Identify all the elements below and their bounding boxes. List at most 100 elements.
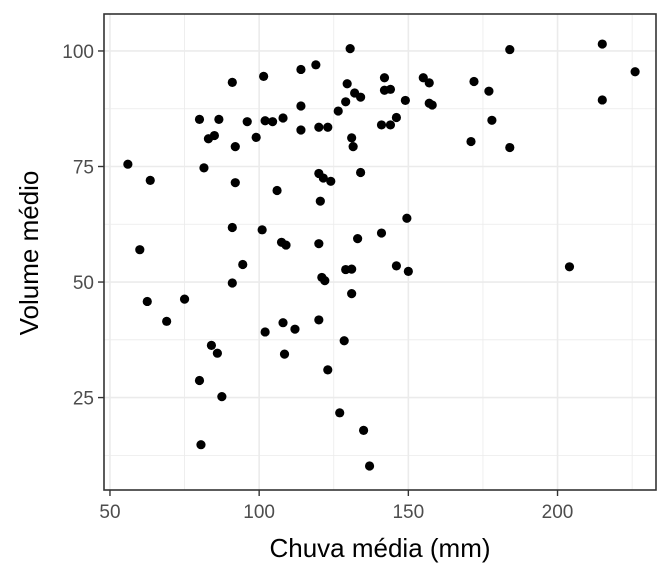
data-point <box>364 461 375 471</box>
data-point <box>339 336 349 346</box>
data-point <box>326 176 336 186</box>
data-point <box>391 261 402 271</box>
data-point <box>347 288 357 299</box>
x-tick-label: 200 <box>542 502 574 523</box>
data-point <box>335 408 345 418</box>
x-axis: 50 100 150 200 <box>99 490 573 523</box>
data-point <box>272 185 282 196</box>
data-point <box>278 318 288 328</box>
data-point <box>466 136 476 147</box>
major-gridlines <box>104 14 656 490</box>
y-tick-label: 100 <box>62 42 94 63</box>
data-point <box>418 73 428 83</box>
data-point <box>209 130 219 141</box>
data-point <box>230 178 240 188</box>
y-axis-title: Volume médio <box>14 171 44 336</box>
data-point <box>630 67 640 77</box>
data-point <box>194 114 205 124</box>
data-point <box>356 167 366 178</box>
data-point <box>279 349 290 359</box>
data-point <box>145 175 155 185</box>
data-point <box>314 239 324 249</box>
data-point <box>227 278 237 288</box>
data-point <box>353 233 363 244</box>
data-point <box>227 77 237 87</box>
data-point <box>345 44 355 54</box>
data-point <box>314 315 324 325</box>
data-point <box>290 324 300 334</box>
data-point <box>341 97 351 107</box>
data-point <box>333 106 343 116</box>
data-point <box>278 113 288 123</box>
data-point <box>212 348 222 358</box>
data-point <box>267 117 278 127</box>
data-point <box>162 316 172 326</box>
panel-border <box>103 13 657 491</box>
data-point <box>385 84 396 94</box>
data-point <box>227 222 237 233</box>
data-point <box>311 60 321 70</box>
data-point <box>196 440 206 450</box>
data-point <box>260 327 270 337</box>
data-point <box>323 122 333 132</box>
data-point <box>123 159 133 169</box>
data-point <box>214 114 224 124</box>
data-point <box>260 116 270 126</box>
data-point <box>469 76 479 87</box>
data-point <box>323 365 333 375</box>
data-point <box>242 117 252 127</box>
data-point <box>376 120 387 130</box>
data-points <box>123 39 640 471</box>
data-point <box>402 213 412 223</box>
data-point <box>142 296 152 307</box>
data-point <box>179 294 190 304</box>
data-point <box>217 392 227 402</box>
data-point <box>281 240 291 250</box>
data-point <box>376 228 387 238</box>
data-point <box>257 225 267 235</box>
y-axis: 25 50 75 100 <box>62 42 104 410</box>
data-point <box>314 122 324 132</box>
y-tick-label: 75 <box>73 158 94 179</box>
x-tick-label: 50 <box>99 502 120 523</box>
data-point <box>424 78 434 88</box>
data-point <box>320 276 330 286</box>
data-point <box>379 73 390 83</box>
data-point <box>427 100 437 110</box>
data-point <box>597 95 607 105</box>
minor-gridlines <box>104 14 656 490</box>
data-point <box>347 133 357 143</box>
y-tick-label: 50 <box>73 273 94 294</box>
data-point <box>597 39 607 49</box>
data-point <box>259 71 269 81</box>
data-point <box>564 262 575 272</box>
data-point <box>251 132 261 142</box>
data-point <box>238 259 248 270</box>
data-point <box>391 112 402 123</box>
data-point <box>342 79 352 89</box>
data-point <box>403 266 413 277</box>
data-point <box>315 196 325 206</box>
data-point <box>505 44 515 55</box>
x-axis-title: Chuva média (mm) <box>269 533 490 563</box>
data-point <box>296 125 306 135</box>
data-point <box>385 120 396 130</box>
data-point <box>348 142 358 152</box>
x-tick-label: 150 <box>392 502 424 523</box>
data-point <box>400 95 410 106</box>
data-point <box>199 163 209 173</box>
data-point <box>318 173 328 183</box>
data-point <box>484 86 494 96</box>
data-point <box>296 64 306 75</box>
data-point <box>487 115 497 125</box>
data-point <box>347 264 357 274</box>
data-point <box>505 142 515 153</box>
data-point <box>135 245 145 255</box>
data-point <box>230 142 240 152</box>
data-point <box>194 375 205 386</box>
x-tick-label: 100 <box>243 502 275 523</box>
data-point <box>206 340 217 350</box>
y-tick-label: 25 <box>73 389 94 410</box>
data-point <box>358 425 369 435</box>
